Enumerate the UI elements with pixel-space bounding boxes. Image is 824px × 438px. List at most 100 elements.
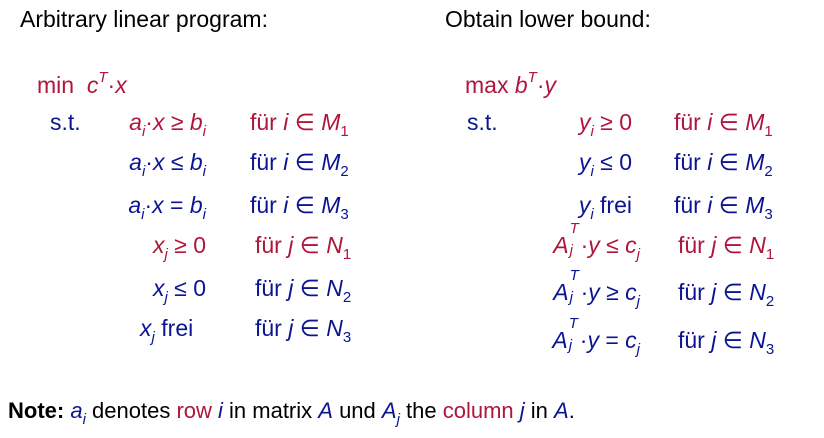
math-token: i: [707, 192, 713, 218]
math-token: j: [288, 315, 294, 341]
math-token: ≥ 0: [167, 232, 206, 258]
constraint-condition: für j ∈ N1: [678, 228, 775, 263]
constraint-condition: für i ∈ M2: [250, 145, 349, 180]
math-token: T: [98, 69, 108, 86]
math-token: ≥ 0: [593, 109, 632, 135]
math-token: ·: [145, 109, 153, 135]
math-token: j: [711, 327, 717, 353]
math-token: j: [164, 246, 168, 263]
constraint-condition: für j ∈ N3: [255, 311, 352, 346]
objective: min cT·x: [37, 61, 127, 98]
math-token: c: [625, 279, 637, 305]
math-token: y: [578, 109, 591, 135]
objective: max bT·y: [465, 61, 556, 98]
math-token: ∈: [288, 192, 322, 218]
math-token: ∈: [716, 279, 750, 305]
math-token: ∈: [712, 192, 746, 218]
math-token: c: [80, 72, 99, 98]
math-token: Note:: [8, 398, 65, 423]
math-token: ≤: [599, 232, 626, 258]
objective-label: min: [37, 72, 81, 98]
math-token: A: [554, 398, 569, 423]
superscript: T: [569, 220, 579, 237]
constraint-expression: xj frei: [140, 311, 206, 346]
math-token: j: [396, 411, 400, 428]
math-token: j: [636, 246, 640, 263]
math-token: y: [588, 279, 600, 305]
math-token: ·: [579, 327, 588, 353]
math-token: b: [189, 109, 203, 135]
math-token: 2: [764, 163, 773, 180]
math-token: row: [176, 398, 219, 423]
math-token: N: [749, 327, 766, 353]
superscript: T: [568, 315, 578, 332]
math-token: x: [140, 315, 152, 341]
constraint-condition: für j ∈ N2: [678, 275, 774, 310]
math-token: j: [711, 279, 717, 305]
math-token: a: [70, 398, 83, 423]
math-token: j: [636, 341, 640, 358]
math-token: j: [636, 293, 640, 310]
constraint-condition: für i ∈ M2: [674, 145, 773, 180]
math-token: ≥: [164, 109, 190, 135]
math-token: 3: [340, 206, 349, 223]
math-token: i: [141, 206, 145, 223]
constraint-expression: xj ≥ 0: [153, 228, 206, 263]
math-token: j: [288, 232, 294, 258]
constraint-condition: für i ∈ M1: [250, 105, 349, 140]
math-token: 1: [342, 246, 352, 263]
constraint-condition: für i ∈ M3: [250, 188, 349, 223]
math-token: i: [202, 123, 206, 140]
math-token: T: [527, 69, 537, 86]
constraint-expression: ai·x ≤ bi: [129, 145, 206, 180]
math-token: a: [129, 109, 142, 135]
math-token: in: [524, 398, 555, 423]
subject-to-label: s.t.: [50, 109, 81, 135]
math-token: ≤ 0: [593, 149, 632, 175]
math-token: für: [678, 232, 712, 258]
math-token: ·: [107, 72, 116, 98]
math-token: ∈: [288, 149, 322, 175]
math-token: .: [568, 398, 575, 423]
math-token: a: [128, 192, 142, 218]
math-token: i: [202, 206, 206, 223]
math-token: y: [587, 327, 599, 353]
left-title: Arbitrary linear program:: [20, 6, 268, 32]
superscript: T: [569, 267, 579, 284]
math-token: N: [749, 232, 766, 258]
math-token: i: [707, 149, 713, 175]
math-token: 1: [765, 246, 775, 263]
math-token: ∈: [716, 232, 750, 258]
math-token: j: [711, 232, 717, 258]
math-token: M: [321, 192, 341, 218]
right-title: Obtain lower bound:: [445, 6, 651, 32]
math-token: ∈: [716, 327, 750, 353]
math-token: column: [442, 398, 520, 423]
math-token: x: [152, 149, 165, 175]
objective-label: max: [465, 72, 515, 98]
math-token: M: [745, 149, 765, 175]
math-token: N: [326, 315, 343, 341]
note: Note: ai denotes row i in matrix A und A…: [8, 398, 575, 428]
math-token: c: [625, 232, 637, 258]
math-token: A: [553, 232, 569, 258]
math-token: M: [321, 109, 341, 135]
math-token: ∈: [288, 109, 322, 135]
math-token: für: [674, 149, 708, 175]
math-token: b: [514, 72, 528, 98]
math-token: b: [189, 149, 203, 175]
math-token: 3: [764, 206, 773, 223]
math-token: für: [255, 275, 289, 301]
math-token: ·: [580, 232, 589, 258]
constraint-expression: ai·x = bi: [128, 188, 206, 223]
math-token: i: [82, 411, 86, 428]
math-token: für: [674, 109, 708, 135]
math-token: i: [141, 163, 146, 180]
math-token: 3: [342, 329, 352, 346]
math-token: x: [152, 275, 165, 301]
math-token: für: [250, 149, 284, 175]
math-token: ·: [580, 279, 589, 305]
